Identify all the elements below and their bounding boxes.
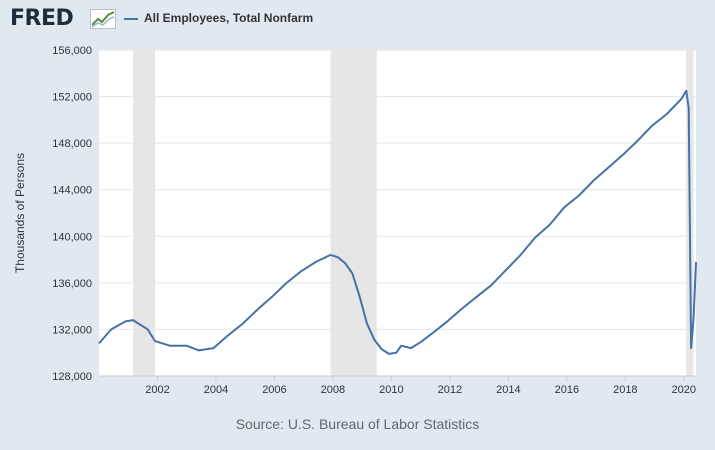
x-tick-label: 2002: [145, 384, 169, 396]
series-line: [98, 89, 697, 355]
source-label: Source: U.S. Bureau of Labor Statistics: [235, 416, 480, 432]
x-tick-label: 2020: [672, 384, 696, 396]
x-tick-label: 2014: [496, 384, 520, 396]
y-axis-title: Thousands of Persons: [13, 153, 27, 273]
y-tick-label: 144,000: [52, 185, 92, 197]
axes: 128,000 132,000 136,000 140,000 144,000 148,0…: [52, 45, 696, 396]
fred-logo[interactable]: FRED: [10, 6, 74, 31]
fred-graph-icon: [90, 9, 116, 29]
grid-lines: [99, 49, 696, 330]
legend-label: All Employees, Total Nonfarm: [144, 11, 314, 25]
header: FRED All Employees, Total Nonfarm: [0, 0, 715, 40]
recession-band: [133, 50, 156, 376]
y-tick-label: 156,000: [52, 45, 92, 57]
y-tick-label: 136,000: [52, 278, 92, 290]
x-tick-label: 2004: [204, 384, 228, 396]
plot-area: [99, 50, 696, 376]
series-layer: [98, 89, 697, 355]
x-tick-label: 2008: [321, 384, 345, 396]
y-tick-label: 140,000: [52, 231, 92, 243]
x-tick-label: 2018: [613, 384, 637, 396]
y-tick-label: 152,000: [52, 92, 92, 104]
x-tick-label: 2012: [438, 384, 462, 396]
legend-swatch: [124, 18, 138, 20]
x-tick-label: 2010: [379, 384, 403, 396]
x-tick-label: 2016: [555, 384, 579, 396]
y-tick-label: 128,000: [52, 371, 92, 383]
recession-band: [330, 50, 377, 376]
x-tick-label: 2006: [262, 384, 286, 396]
y-tick-label: 148,000: [52, 138, 92, 150]
y-tick-label: 132,000: [52, 324, 92, 336]
